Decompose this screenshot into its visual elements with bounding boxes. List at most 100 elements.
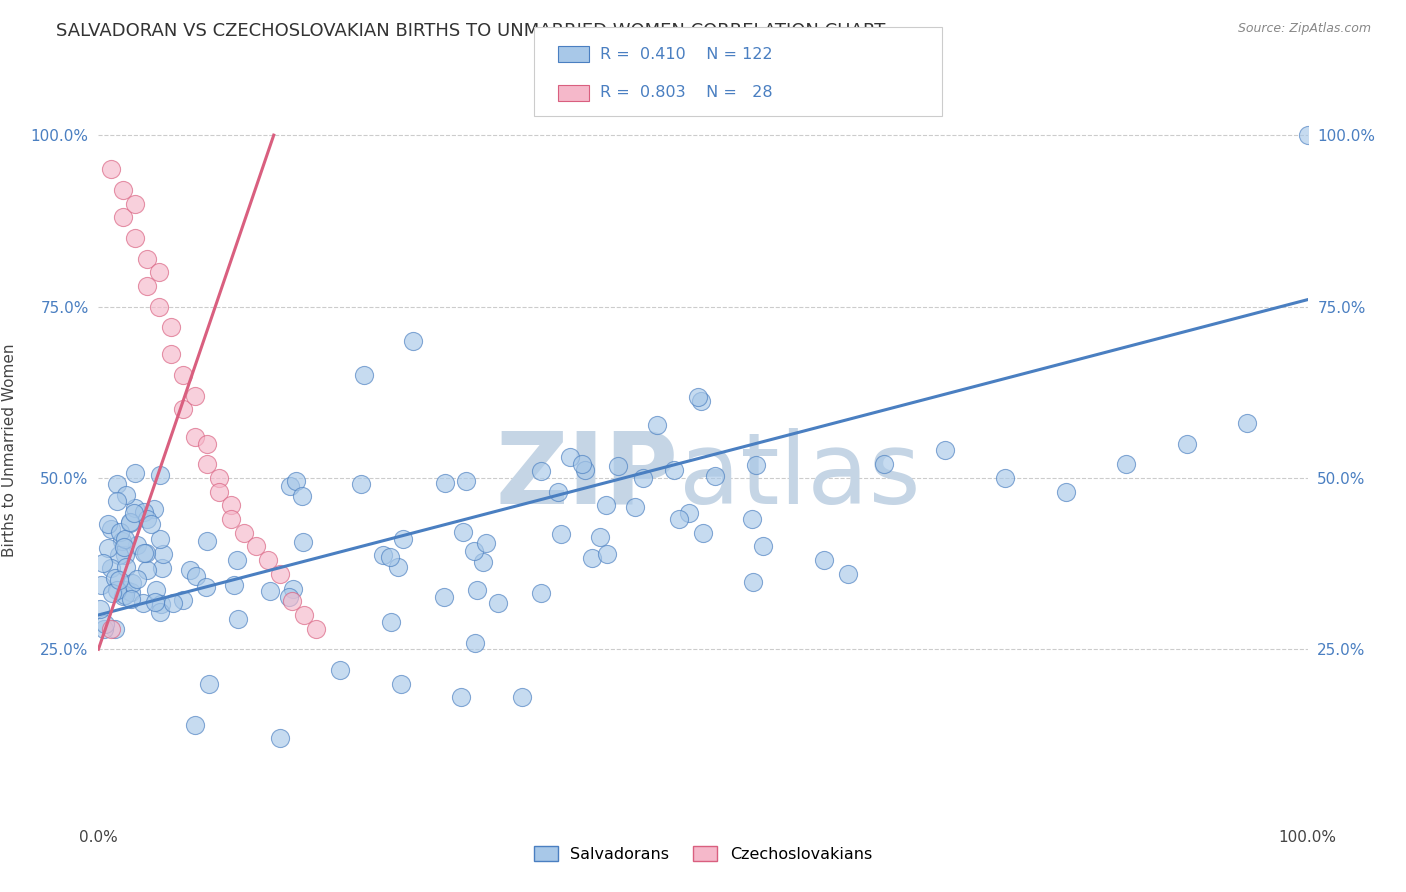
Point bbox=[434, 476, 457, 491]
Point bbox=[688, 390, 710, 404]
Point bbox=[454, 474, 477, 488]
Point bbox=[221, 512, 243, 526]
Point bbox=[141, 516, 163, 531]
Point bbox=[107, 548, 129, 562]
Point bbox=[269, 731, 291, 746]
Point bbox=[108, 524, 131, 539]
Point bbox=[120, 591, 142, 606]
Point bbox=[184, 569, 207, 583]
Point bbox=[184, 430, 207, 444]
Point bbox=[89, 602, 111, 616]
Point bbox=[934, 443, 956, 458]
Point bbox=[135, 279, 157, 293]
Point bbox=[93, 616, 115, 631]
Point bbox=[195, 457, 218, 471]
Point bbox=[100, 522, 122, 536]
Point bbox=[111, 533, 134, 548]
Point bbox=[111, 183, 134, 197]
Point bbox=[631, 471, 654, 485]
Point bbox=[121, 576, 143, 591]
Point bbox=[305, 622, 328, 636]
Point bbox=[208, 484, 231, 499]
Text: ZIP: ZIP bbox=[496, 428, 679, 524]
Point bbox=[105, 493, 128, 508]
Point bbox=[149, 532, 172, 546]
Point bbox=[463, 544, 485, 558]
Point bbox=[194, 580, 217, 594]
Point bbox=[378, 549, 401, 564]
Point bbox=[93, 622, 115, 636]
Point bbox=[269, 566, 291, 581]
Point bbox=[645, 417, 668, 432]
Text: SALVADORAN VS CZECHOSLOVAKIAN BIRTHS TO UNMARRIED WOMEN CORRELATION CHART: SALVADORAN VS CZECHOSLOVAKIAN BIRTHS TO … bbox=[56, 22, 886, 40]
Text: R =  0.410    N = 122: R = 0.410 N = 122 bbox=[600, 47, 773, 62]
Point bbox=[124, 196, 146, 211]
Point bbox=[596, 547, 619, 561]
Text: Source: ZipAtlas.com: Source: ZipAtlas.com bbox=[1237, 22, 1371, 36]
Point bbox=[111, 589, 134, 603]
Point bbox=[97, 541, 120, 556]
Point bbox=[245, 540, 267, 554]
Point bbox=[373, 548, 395, 562]
Point bbox=[120, 516, 142, 530]
Point bbox=[104, 622, 127, 636]
Point bbox=[134, 546, 156, 560]
Point bbox=[101, 586, 124, 600]
Point bbox=[172, 402, 194, 417]
Point bbox=[145, 582, 167, 597]
Point bbox=[172, 593, 194, 607]
Point bbox=[124, 501, 146, 516]
Point bbox=[132, 505, 155, 519]
Point bbox=[558, 450, 581, 465]
Point bbox=[135, 511, 157, 525]
Point bbox=[837, 566, 859, 581]
Point bbox=[451, 524, 474, 539]
Point bbox=[259, 584, 281, 599]
Point bbox=[278, 479, 301, 493]
Point bbox=[114, 548, 136, 562]
Point bbox=[281, 594, 304, 608]
Point bbox=[813, 553, 835, 567]
Point bbox=[510, 690, 533, 705]
Point bbox=[100, 162, 122, 177]
Point bbox=[100, 622, 122, 636]
Point bbox=[90, 578, 112, 592]
Point bbox=[149, 467, 172, 482]
Point bbox=[475, 536, 498, 550]
Point bbox=[114, 588, 136, 602]
Point bbox=[91, 556, 114, 570]
Point bbox=[704, 468, 727, 483]
Point bbox=[606, 459, 628, 474]
Point bbox=[115, 559, 138, 574]
Point bbox=[550, 526, 572, 541]
Point bbox=[595, 498, 617, 512]
Point bbox=[472, 555, 495, 569]
Point bbox=[160, 320, 183, 334]
Point bbox=[741, 575, 763, 590]
Point bbox=[741, 511, 763, 525]
Point bbox=[226, 612, 249, 626]
Point bbox=[150, 561, 173, 575]
Point bbox=[143, 594, 166, 608]
Point bbox=[124, 231, 146, 245]
Point bbox=[197, 676, 219, 690]
Point bbox=[221, 498, 243, 512]
Point bbox=[402, 334, 425, 348]
Point bbox=[624, 500, 647, 514]
Point bbox=[143, 502, 166, 516]
Point bbox=[114, 488, 136, 502]
Point bbox=[114, 532, 136, 546]
Point bbox=[172, 368, 194, 382]
Point bbox=[105, 582, 128, 597]
Point bbox=[124, 467, 146, 481]
Point bbox=[464, 636, 486, 650]
Point bbox=[873, 457, 896, 471]
Point bbox=[105, 477, 128, 491]
Point bbox=[160, 347, 183, 361]
Point bbox=[291, 490, 314, 504]
Point bbox=[292, 607, 315, 622]
Point bbox=[292, 535, 315, 549]
Legend: Salvadorans, Czechoslovakians: Salvadorans, Czechoslovakians bbox=[527, 839, 879, 868]
Point bbox=[380, 615, 402, 629]
Point bbox=[120, 585, 142, 599]
